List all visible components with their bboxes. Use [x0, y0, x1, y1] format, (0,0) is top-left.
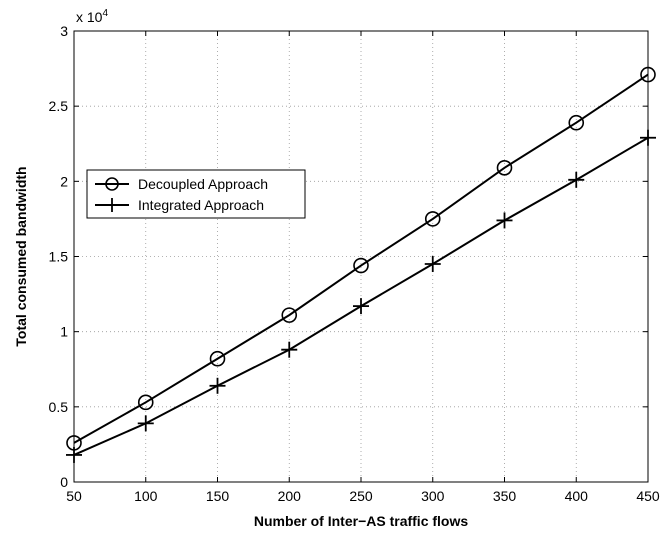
- series-line: [73, 73, 649, 444]
- data-point-circle: [424, 211, 441, 227]
- data-point-plus: [353, 298, 369, 315]
- data-point-circle: [209, 350, 226, 367]
- x-tick-label: 250: [349, 488, 373, 504]
- data-point-plus: [568, 171, 585, 188]
- x-tick-label: 150: [206, 488, 230, 504]
- series-layer: [66, 66, 656, 463]
- data-point-plus: [496, 212, 513, 229]
- y-tick-label: 1: [60, 324, 68, 340]
- legend: Decoupled Approach Integrated Approach: [86, 169, 306, 219]
- legend-item: Decoupled Approach: [95, 176, 268, 192]
- data-point-circle: [281, 307, 298, 323]
- y-axis-title: Total consumed bandwidth: [13, 166, 29, 346]
- data-point-plus: [137, 415, 154, 432]
- y-tick-label: 0.5: [49, 399, 69, 415]
- legend-box: [86, 169, 306, 219]
- data-point-plus: [66, 446, 82, 463]
- data-point-plus: [640, 129, 656, 146]
- plot-area-frame: [73, 30, 649, 483]
- data-point-circle: [640, 66, 656, 83]
- y-tick-label: 2: [60, 173, 68, 189]
- legend-label: Integrated Approach: [138, 197, 264, 213]
- series-1: [66, 66, 656, 451]
- data-point-plus: [424, 256, 441, 273]
- axis-ticks: 50 100 150 200 250 300 350 400 450 0 0.5 1 1.5 2 2.5 3: [49, 23, 660, 504]
- y-tick-label: 2.5: [49, 98, 69, 114]
- y-tick-label: 1.5: [49, 249, 69, 265]
- x-tick-label: 400: [565, 488, 589, 504]
- x-tick-label: 300: [421, 488, 445, 504]
- x-tick-label: 350: [493, 488, 517, 504]
- y-axis-scale-label: x 104: [76, 8, 108, 25]
- data-point-plus: [209, 377, 226, 394]
- series-2: [66, 129, 656, 463]
- y-axis-scale-base: x 10: [76, 9, 103, 25]
- x-tick-label: 50: [66, 488, 82, 504]
- legend-circle-marker: [105, 177, 119, 191]
- x-tick-label: 200: [278, 488, 302, 504]
- data-point-circle: [137, 394, 154, 411]
- data-point-plus: [281, 341, 298, 358]
- legend-plus-marker: [105, 198, 119, 212]
- data-point-circle: [496, 160, 513, 176]
- x-tick-label: 100: [134, 488, 158, 504]
- x-tick-label: 450: [636, 488, 660, 504]
- y-tick-label: 3: [60, 23, 68, 39]
- grid: [74, 31, 648, 482]
- data-point-circle: [568, 114, 585, 131]
- y-tick-label: 0: [60, 474, 68, 490]
- data-point-circle: [353, 257, 369, 274]
- y-axis-scale-exponent: 4: [102, 8, 108, 19]
- legend-label: Decoupled Approach: [138, 176, 268, 192]
- legend-item: Integrated Approach: [95, 197, 264, 213]
- x-axis-title: Number of Inter−AS traffic flows: [254, 513, 469, 529]
